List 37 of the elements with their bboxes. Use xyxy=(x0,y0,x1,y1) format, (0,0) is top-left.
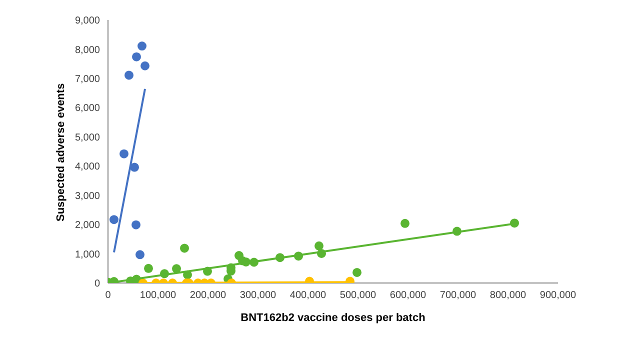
point xyxy=(180,244,189,253)
point xyxy=(400,218,410,228)
point xyxy=(110,215,118,224)
x-tick-label: 300,000 xyxy=(240,290,277,302)
point xyxy=(314,241,324,250)
x-tick-label: 600,000 xyxy=(390,290,427,302)
y-tick-label: 3,000 xyxy=(74,190,100,202)
point xyxy=(130,162,139,172)
y-tick-label: 5,000 xyxy=(74,132,100,144)
y-tick-label: 9,000 xyxy=(74,16,100,27)
point xyxy=(124,70,134,80)
x-axis-title: BNT162b2 vaccine doses per batch xyxy=(240,312,426,324)
x-tick-label: 900,000 xyxy=(540,290,577,302)
point xyxy=(352,268,362,277)
point xyxy=(172,264,181,274)
x-tick-label: 0 xyxy=(105,290,112,302)
y-tick-label: 1,000 xyxy=(74,249,100,260)
x-tick-label: 500,000 xyxy=(340,290,377,302)
point xyxy=(120,149,128,158)
point xyxy=(136,250,144,260)
y-tick-label: 2,000 xyxy=(74,220,100,232)
y-tick-label: 8,000 xyxy=(74,44,100,56)
x-tick-label: 200,000 xyxy=(190,290,227,302)
y-tick-label: 4,000 xyxy=(74,162,100,173)
x-tick-label: 800,000 xyxy=(490,290,527,302)
point xyxy=(140,61,150,70)
point xyxy=(132,52,141,62)
y-tick-label: 0 xyxy=(94,278,100,290)
y-tick-label: 7,000 xyxy=(74,74,100,85)
point xyxy=(144,264,153,273)
y-tick-label: 6,000 xyxy=(74,103,100,114)
x-tick-label: 700,000 xyxy=(440,290,477,302)
y-axis-title: Suspected adverse events xyxy=(54,83,67,222)
x-tick-label: 100,000 xyxy=(140,290,177,302)
point xyxy=(132,220,140,230)
x-tick-label: 400,000 xyxy=(290,290,327,302)
point xyxy=(138,42,146,51)
